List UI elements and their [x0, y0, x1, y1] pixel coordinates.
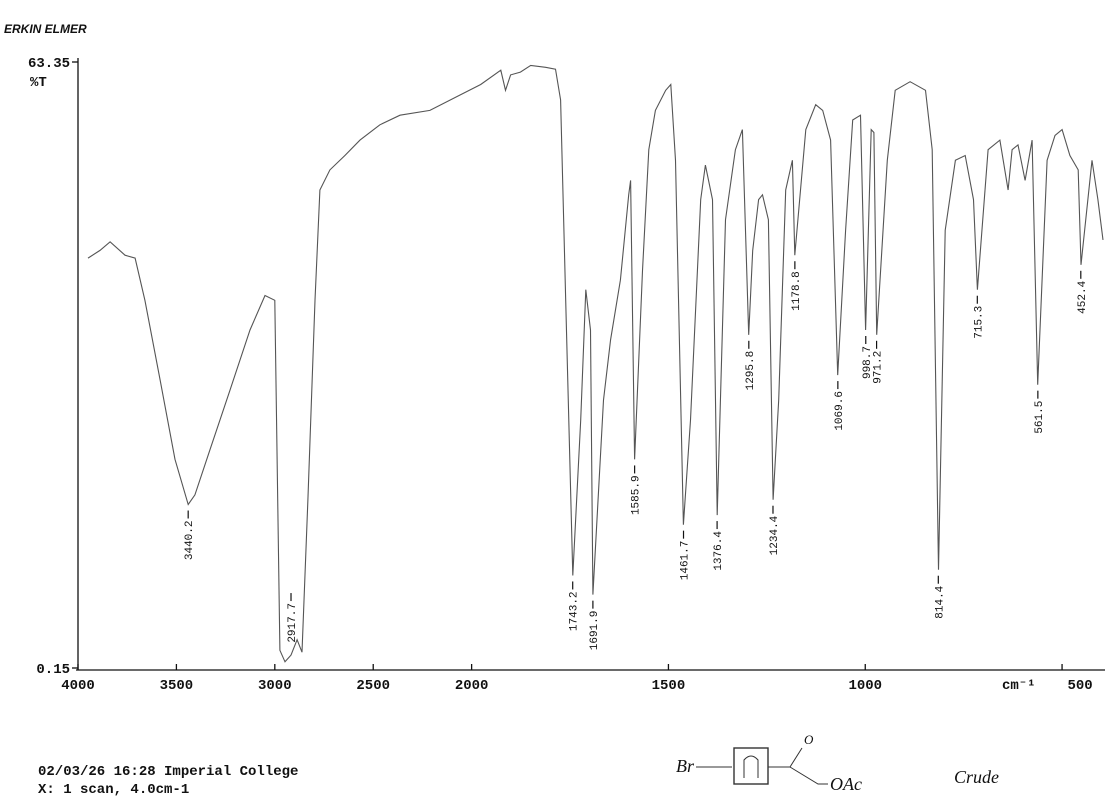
- peak-label: 1743.2: [569, 591, 581, 631]
- x-axis-label: cm⁻¹: [1002, 678, 1036, 694]
- peak-label: 3440.2: [184, 521, 196, 561]
- x-tick-label: 3500: [160, 678, 194, 694]
- peak-label: 1234.4: [769, 515, 781, 555]
- ring-inner: [743, 755, 759, 778]
- x-tick-label: 3000: [258, 678, 292, 694]
- x-tick-label: 2500: [356, 678, 390, 694]
- peak-label: 715.3: [973, 306, 985, 339]
- peak-label: 1461.7: [680, 541, 692, 581]
- peak-label: 971.2: [873, 351, 885, 384]
- x-tick-label: 1000: [848, 678, 882, 694]
- x-tick-label: 500: [1067, 678, 1092, 694]
- peak-label: 1585.9: [631, 475, 643, 515]
- brand: ERKIN ELMER: [4, 22, 87, 36]
- x-tick-label: 2000: [455, 678, 489, 694]
- x-tick-label: 1500: [652, 678, 686, 694]
- y-axis-label: %T: [30, 75, 47, 91]
- peak-label: 452.4: [1077, 280, 1089, 313]
- y-tick-label: 63.35: [28, 56, 70, 72]
- peak-label: 2917.7: [287, 603, 299, 643]
- x-tick-label: 4000: [61, 678, 95, 694]
- y-tick-label: 0.15: [36, 662, 70, 678]
- peak-label: 1295.8: [745, 351, 757, 391]
- peak-label: 1069.6: [834, 391, 846, 431]
- peak-label: 998.7: [862, 346, 874, 379]
- peak-label: 814.4: [934, 585, 946, 618]
- structure-label: O: [804, 732, 814, 747]
- peak-label: 561.5: [1034, 401, 1046, 434]
- note: Crude: [954, 767, 999, 787]
- peak-label: 1178.8: [791, 271, 803, 311]
- footer-line: X: 1 scan, 4.0cm-1: [38, 782, 189, 798]
- structure: Br O OAc: [676, 732, 862, 794]
- peak-label: 1376.4: [713, 531, 725, 571]
- structure-label: Br: [676, 756, 695, 776]
- ring: [733, 747, 769, 785]
- bond: [768, 747, 828, 785]
- spectrum-line: [87, 64, 1104, 663]
- structure-label: OAc: [830, 774, 862, 794]
- footer-line: 02/03/26 16:28 Imperial College: [38, 764, 298, 780]
- peak-label: 1691.9: [589, 611, 601, 651]
